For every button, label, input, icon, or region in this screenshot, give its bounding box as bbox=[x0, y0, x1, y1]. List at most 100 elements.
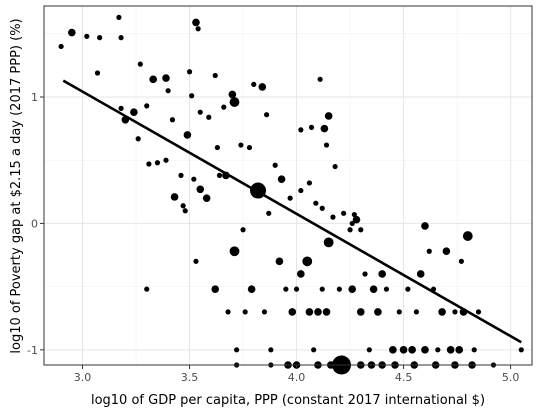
data-point bbox=[298, 187, 304, 194]
x-tick-label: 3.0 bbox=[74, 371, 92, 384]
data-point bbox=[298, 127, 304, 133]
data-point bbox=[240, 227, 246, 233]
data-point bbox=[169, 117, 176, 123]
data-point bbox=[297, 270, 305, 278]
y-tick-label: -1 bbox=[27, 344, 38, 357]
data-point bbox=[84, 33, 90, 39]
data-point bbox=[170, 193, 179, 201]
data-point bbox=[178, 172, 184, 178]
data-point bbox=[234, 347, 240, 353]
data-point bbox=[195, 26, 201, 32]
data-point bbox=[305, 308, 314, 316]
data-point bbox=[324, 112, 333, 120]
data-point bbox=[319, 205, 325, 211]
data-point bbox=[351, 211, 357, 218]
data-point bbox=[137, 61, 143, 67]
data-point bbox=[347, 227, 353, 233]
y-tick-label: 0 bbox=[31, 217, 38, 230]
data-point bbox=[162, 74, 170, 82]
data-point bbox=[192, 18, 200, 27]
data-point bbox=[94, 70, 101, 76]
data-point bbox=[438, 308, 446, 316]
data-point bbox=[216, 172, 223, 178]
data-point bbox=[349, 220, 355, 227]
data-point bbox=[306, 180, 313, 186]
data-point bbox=[471, 347, 477, 353]
data-point bbox=[197, 109, 203, 115]
trend-line bbox=[62, 79, 522, 344]
data-point bbox=[221, 104, 227, 110]
data-point bbox=[206, 114, 212, 120]
data-point bbox=[352, 215, 361, 224]
data-point bbox=[183, 131, 192, 139]
data-point bbox=[263, 112, 270, 118]
data-point bbox=[275, 257, 284, 266]
x-tick-label: 4.5 bbox=[395, 371, 413, 384]
data-point bbox=[191, 176, 197, 182]
data-point bbox=[118, 35, 124, 41]
data-point bbox=[399, 346, 408, 354]
data-point bbox=[330, 214, 336, 220]
data-point bbox=[458, 258, 464, 264]
data-point bbox=[225, 309, 231, 315]
data-point bbox=[135, 136, 141, 142]
y-tick-label: 1 bbox=[31, 91, 38, 104]
data-point bbox=[193, 258, 199, 264]
data-point bbox=[288, 308, 297, 316]
data-point bbox=[212, 72, 218, 79]
data-point bbox=[154, 160, 161, 166]
data-point bbox=[416, 270, 425, 278]
data-point bbox=[475, 309, 482, 315]
data-point bbox=[246, 144, 253, 151]
x-axis-title: log10 of GDP per capita, PPP (constant 2… bbox=[91, 393, 485, 408]
data-point bbox=[435, 347, 441, 353]
data-point bbox=[277, 175, 286, 183]
data-point bbox=[341, 210, 347, 216]
data-point bbox=[251, 81, 257, 87]
data-point bbox=[319, 286, 325, 292]
data-point bbox=[421, 346, 429, 354]
data-point bbox=[144, 286, 150, 292]
data-point bbox=[462, 231, 473, 241]
data-point bbox=[293, 286, 300, 292]
data-point bbox=[272, 162, 278, 168]
data-point bbox=[366, 347, 372, 353]
data-point bbox=[68, 28, 76, 37]
x-tick-label: 3.5 bbox=[181, 371, 199, 384]
data-point bbox=[130, 108, 138, 116]
data-point bbox=[396, 309, 402, 315]
data-point bbox=[211, 285, 220, 293]
data-point bbox=[421, 222, 429, 230]
data-point bbox=[408, 346, 416, 354]
data-point bbox=[383, 286, 390, 292]
data-point bbox=[405, 286, 411, 292]
data-point bbox=[247, 285, 256, 293]
data-point bbox=[180, 203, 186, 209]
data-point bbox=[426, 248, 432, 254]
y-axis-title: log10 of Poverty gap at $2.15 a day (201… bbox=[9, 18, 24, 353]
data-point bbox=[261, 309, 268, 315]
data-point bbox=[336, 286, 342, 292]
data-point bbox=[229, 246, 240, 257]
data-point bbox=[311, 347, 317, 353]
data-point bbox=[455, 346, 464, 354]
data-point bbox=[356, 308, 365, 316]
data-point bbox=[317, 76, 323, 82]
data-point bbox=[266, 210, 272, 216]
data-point bbox=[229, 97, 240, 107]
data-point bbox=[202, 194, 211, 202]
data-point bbox=[413, 309, 420, 315]
data-point bbox=[374, 308, 382, 316]
data-point bbox=[116, 14, 122, 20]
data-point bbox=[287, 195, 293, 201]
y-axis: -1 0 1 bbox=[27, 91, 44, 357]
data-point bbox=[146, 161, 152, 167]
data-point bbox=[322, 308, 331, 316]
data-point bbox=[163, 157, 169, 163]
data-point bbox=[378, 270, 386, 278]
data-point bbox=[332, 163, 338, 170]
data-point bbox=[268, 347, 274, 353]
data-point bbox=[283, 286, 289, 292]
data-point bbox=[258, 83, 267, 91]
